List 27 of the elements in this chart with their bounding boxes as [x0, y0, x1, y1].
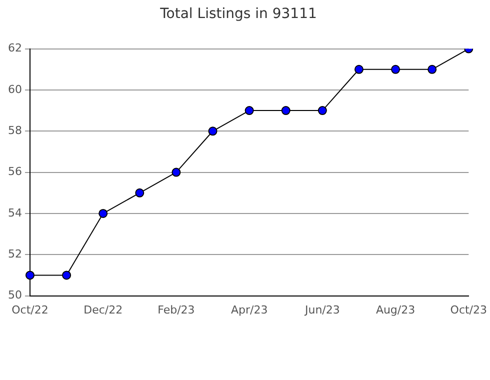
- y-tick-label: 60: [8, 82, 22, 96]
- point: [172, 168, 181, 177]
- point: [391, 64, 400, 74]
- x-tick-label: Oct/23: [450, 303, 488, 316]
- point: [428, 64, 437, 74]
- x-tick-label: Jun/23: [304, 303, 340, 316]
- point: [354, 64, 364, 74]
- x-tick-label: Apr/23: [230, 303, 268, 316]
- x-tick-label: Aug/23: [376, 303, 416, 316]
- y-tick-label: 52: [8, 247, 22, 260]
- y-tick-label: 50: [8, 288, 22, 302]
- point: [281, 106, 290, 116]
- y-tick-label: 58: [8, 124, 22, 137]
- point: [98, 208, 108, 218]
- x-tick-label: Feb/23: [158, 303, 195, 316]
- point: [62, 270, 72, 280]
- x-tick-label: Oct/22: [12, 303, 48, 316]
- x-tick-label: Dec/22: [84, 303, 123, 316]
- point: [208, 126, 218, 136]
- chart-title: Total Listings in 93111: [159, 6, 317, 22]
- y-tick-label: 62: [8, 42, 22, 55]
- point: [244, 106, 254, 116]
- y-tick-label: 54: [8, 206, 22, 220]
- y-tick-label: 56: [8, 165, 22, 178]
- point: [25, 270, 34, 280]
- point: [135, 188, 144, 198]
- point: [318, 106, 327, 116]
